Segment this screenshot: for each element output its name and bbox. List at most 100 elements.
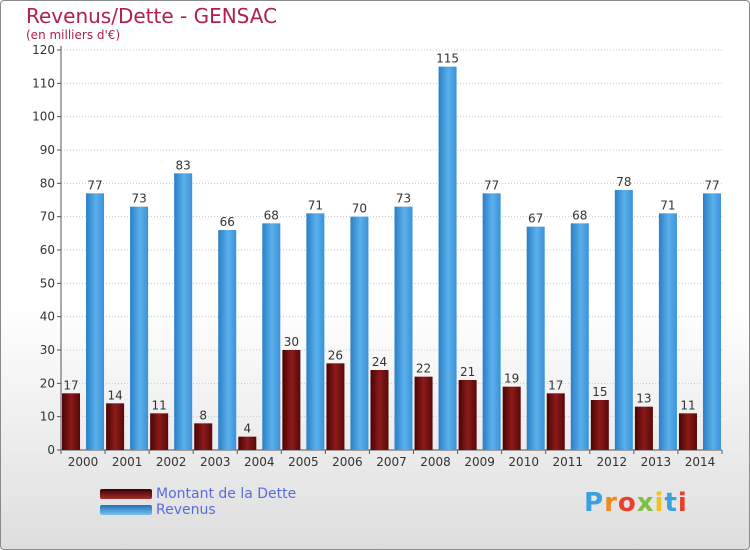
bar-dette [282, 350, 301, 450]
bar-revenus [438, 66, 457, 451]
bar-dette [150, 413, 169, 450]
logo-letter: i [677, 488, 688, 518]
bar-revenus [702, 193, 721, 451]
x-tick-label: 2007 [376, 455, 407, 469]
y-tick-label: 50 [40, 276, 55, 290]
y-tick-label: 100 [32, 110, 55, 124]
data-label: 14 [107, 388, 122, 402]
data-label: 71 [660, 198, 675, 212]
legend-swatch-revenus [100, 505, 152, 515]
y-tick-label: 40 [40, 310, 55, 324]
x-tick-label: 2012 [597, 455, 628, 469]
y-tick-label: 20 [40, 376, 55, 390]
bar-revenus [130, 206, 149, 450]
bar-dette [678, 413, 697, 450]
logo-letter: x [636, 488, 655, 518]
bar-revenus [658, 213, 677, 450]
y-tick-label: 10 [40, 410, 55, 424]
data-label: 24 [372, 355, 387, 369]
y-tick-label: 110 [32, 76, 55, 90]
data-label: 17 [63, 378, 78, 392]
bar-dette [194, 423, 213, 450]
x-tick-label: 2008 [420, 455, 451, 469]
legend-label-revenus: Revenus [156, 502, 216, 518]
data-label: 70 [352, 202, 367, 216]
bar-revenus [350, 216, 369, 450]
x-tick-label: 2004 [244, 455, 275, 469]
logo-letter: r [604, 488, 618, 518]
y-tick-label: 30 [40, 343, 55, 357]
data-label: 71 [308, 198, 323, 212]
bar-dette [238, 436, 257, 450]
x-tick-label: 2011 [552, 455, 583, 469]
data-label: 68 [572, 208, 587, 222]
data-label: 21 [460, 365, 475, 379]
data-label: 17 [548, 378, 563, 392]
bar-revenus [306, 213, 325, 450]
data-label: 83 [176, 158, 191, 172]
data-label: 77 [484, 178, 499, 192]
legend-label-dette: Montant de la Dette [156, 486, 297, 502]
bar-dette [546, 393, 565, 450]
data-label: 73 [131, 192, 146, 206]
data-label: 13 [636, 392, 651, 406]
x-tick-label: 2005 [288, 455, 319, 469]
x-tick-label: 2001 [112, 455, 143, 469]
y-tick-label: 90 [40, 143, 55, 157]
data-label: 67 [528, 212, 543, 226]
data-label: 26 [328, 348, 343, 362]
y-tick-label: 0 [47, 443, 55, 457]
data-label: 78 [616, 175, 631, 189]
data-label: 66 [220, 215, 235, 229]
bar-revenus [262, 223, 281, 450]
x-tick-label: 2014 [685, 455, 716, 469]
x-tick-label: 2010 [508, 455, 539, 469]
bar-revenus [570, 223, 589, 450]
x-tick-label: 2013 [641, 455, 672, 469]
bar-revenus [482, 193, 501, 451]
x-tick-label: 2006 [332, 455, 363, 469]
data-label: 30 [284, 335, 299, 349]
bar-dette [414, 376, 433, 450]
x-tick-label: 2003 [200, 455, 231, 469]
y-tick-label: 60 [40, 243, 55, 257]
data-label: 73 [396, 192, 411, 206]
bar-revenus [526, 226, 545, 450]
proxiti-logo: Proxiti [584, 488, 688, 518]
data-label: 115 [436, 52, 459, 66]
data-label: 77 [704, 178, 719, 192]
data-label: 15 [592, 385, 607, 399]
data-label: 8 [199, 408, 207, 422]
data-label: 22 [416, 362, 431, 376]
bar-dette [634, 406, 653, 450]
data-label: 68 [264, 208, 279, 222]
bar-dette [326, 363, 345, 450]
bar-revenus [394, 206, 413, 450]
logo-letter: t [664, 488, 678, 518]
bar-dette [458, 380, 477, 450]
bar-dette [106, 403, 125, 450]
y-tick-label: 70 [40, 210, 55, 224]
chart-title: Revenus/Dette - GENSAC [26, 4, 278, 28]
bar-dette [590, 400, 609, 450]
bar-revenus [174, 173, 193, 451]
data-label: 4 [243, 422, 251, 436]
bar-dette [502, 386, 521, 450]
legend-swatch-dette [100, 489, 152, 499]
logo-letter: o [617, 488, 637, 518]
chart-subtitle: (en milliers d'€) [26, 28, 121, 42]
bar-dette [62, 393, 81, 450]
data-label: 77 [87, 178, 102, 192]
bar-dette [370, 370, 389, 450]
x-tick-label: 2000 [68, 455, 99, 469]
y-tick-label: 120 [32, 43, 55, 57]
x-tick-label: 2009 [464, 455, 495, 469]
x-tick-label: 2002 [156, 455, 187, 469]
bar-revenus [614, 190, 633, 450]
data-label: 19 [504, 372, 519, 386]
bar-revenus [218, 230, 237, 450]
data-label: 11 [152, 398, 167, 412]
y-tick-label: 80 [40, 176, 55, 190]
logo-letter: P [584, 488, 605, 518]
